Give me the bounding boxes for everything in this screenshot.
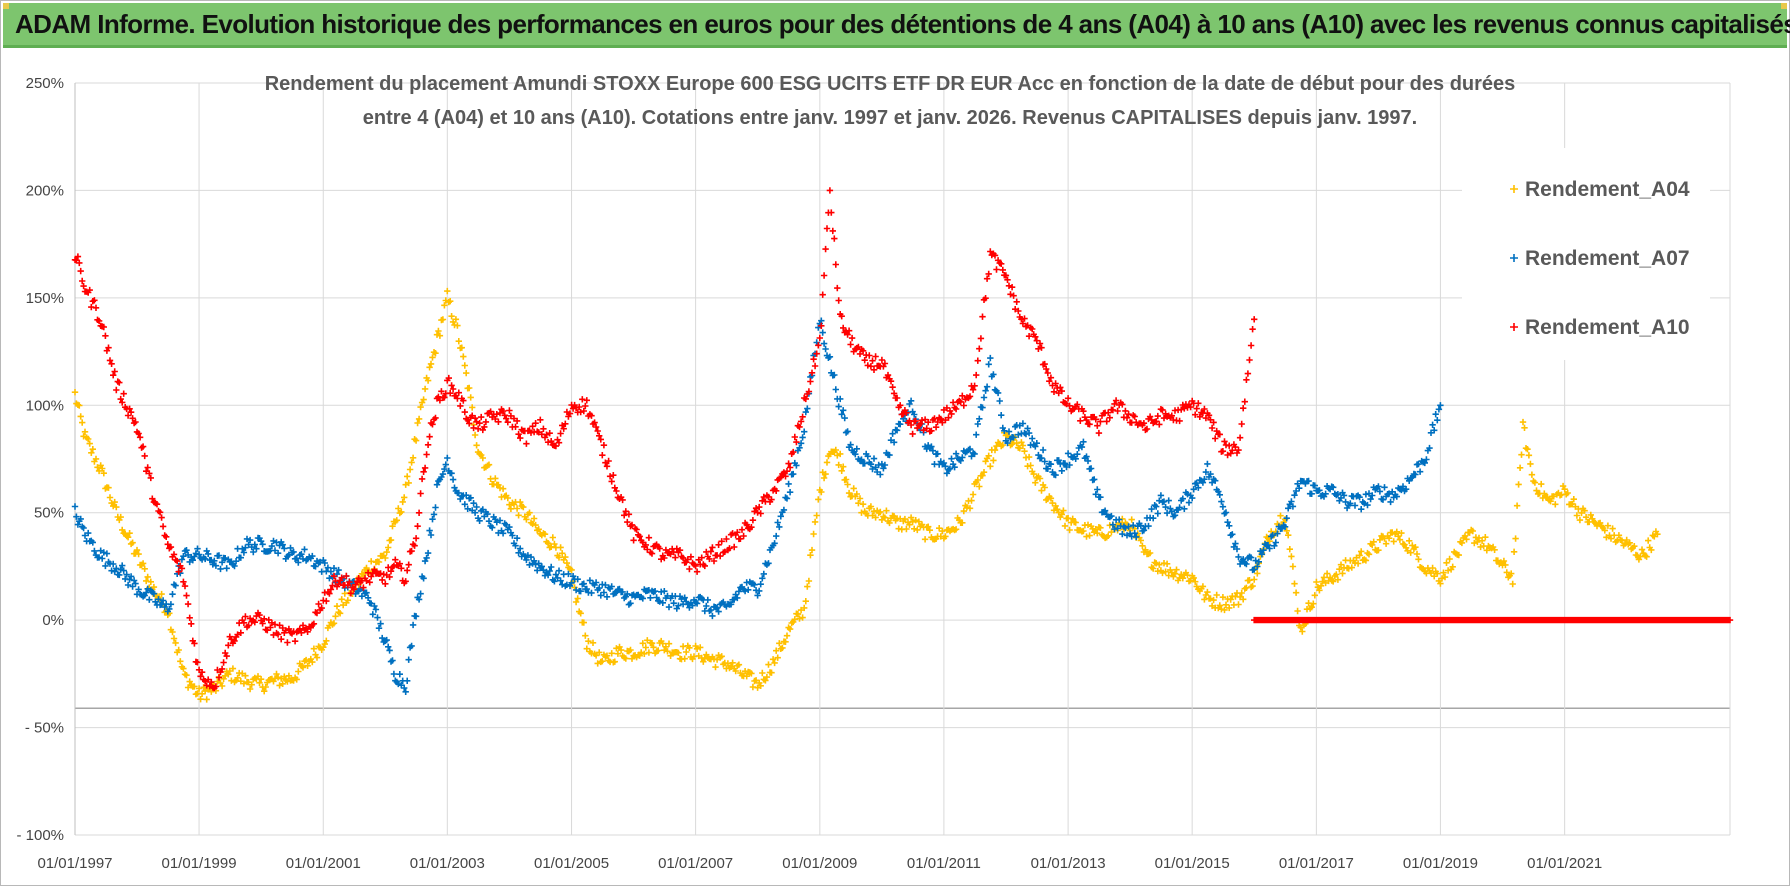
banner-corner-mark <box>3 3 9 9</box>
y-tick-label: 250% <box>26 75 64 92</box>
y-tick-label: 0% <box>42 612 64 629</box>
x-tick-label: 01/01/2001 <box>286 855 361 872</box>
y-tick-label: 200% <box>26 182 64 199</box>
x-tick-label: 01/01/2015 <box>1155 855 1230 872</box>
x-tick-label: 01/01/2007 <box>658 855 733 872</box>
x-tick-label: 01/01/2011 <box>907 855 981 872</box>
gridlines <box>74 82 1731 836</box>
banner-corner-mark <box>1781 3 1787 9</box>
chart-title-line-2: entre 4 (A04) et 10 ans (A10). Cotations… <box>363 107 1417 129</box>
title-banner: ADAM Informe. Evolution historique des p… <box>3 3 1790 48</box>
y-tick-label: 100% <box>26 397 64 414</box>
legend-marker <box>1510 254 1518 262</box>
series-Rendement_A10 <box>71 187 1734 692</box>
legend-marker <box>1510 185 1518 193</box>
legend-label: Rendement_A10 <box>1525 316 1690 339</box>
x-tick-label: 01/01/1997 <box>37 855 112 872</box>
chart-title-line-1: Rendement du placement Amundi STOXX Euro… <box>265 73 1516 95</box>
series-Rendement_A07 <box>71 317 1444 695</box>
y-tick-label: - 100% <box>16 827 64 844</box>
x-tick-label: 01/01/2005 <box>534 855 609 872</box>
x-tick-label: 01/01/2017 <box>1279 855 1354 872</box>
x-tick-label: 01/01/1999 <box>162 855 237 872</box>
legend-label: Rendement_A04 <box>1525 178 1690 201</box>
x-tick-label: 01/01/2003 <box>410 855 485 872</box>
y-tick-label: 150% <box>26 290 64 307</box>
series-markers-Rendement_A07 <box>71 317 1444 695</box>
x-tick-label: 01/01/2013 <box>1031 855 1106 872</box>
banner-title: ADAM Informe. Evolution historique des p… <box>15 9 1790 39</box>
x-tick-label: 01/01/2009 <box>782 855 857 872</box>
y-tick-label: - 50% <box>25 720 64 737</box>
legend-marker <box>1510 323 1518 331</box>
series-markers-Rendement_A10 <box>71 187 1734 692</box>
legend-label: Rendement_A07 <box>1525 247 1690 270</box>
legend: Rendement_A04 Rendement_A07 Rendement_A10 <box>1510 178 1690 339</box>
data-points <box>71 187 1734 703</box>
axes: 250% 200% 150% 100% 50% 0% - 50% - 100% 01/01/19… <box>16 75 1602 872</box>
legend-background <box>1462 148 1710 360</box>
y-tick-label: 50% <box>34 505 64 522</box>
x-tick-label: 01/01/2019 <box>1403 855 1478 872</box>
x-tick-label: 01/01/2021 <box>1527 855 1602 872</box>
